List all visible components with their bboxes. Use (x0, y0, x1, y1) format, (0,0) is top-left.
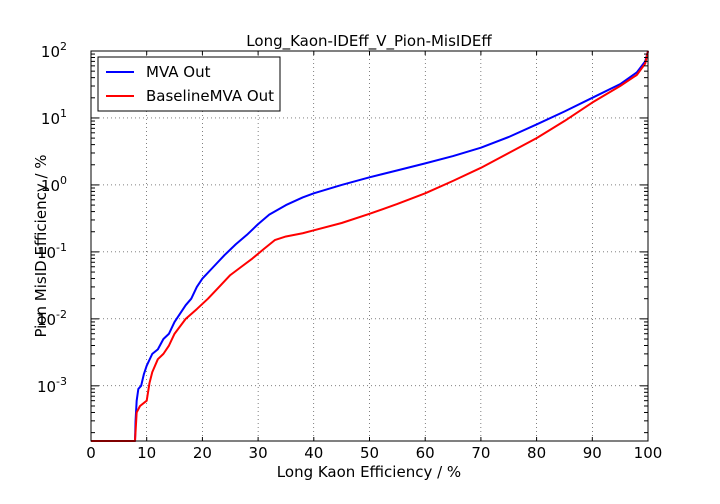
x-tick-label: 50 (360, 444, 379, 462)
x-tick-label: 30 (249, 444, 268, 462)
legend: MVA Out BaselineMVA Out (97, 56, 281, 112)
x-tick-label: 60 (416, 444, 435, 462)
x-tick-label: 40 (304, 444, 323, 462)
y-tick-label: 101 (41, 107, 67, 128)
legend-box (97, 56, 281, 112)
x-tick-label: 70 (471, 444, 490, 462)
x-axis-label: Long Kaon Efficiency / % (277, 463, 461, 481)
series-lines (91, 50, 649, 442)
y-tick-label: 102 (41, 40, 67, 61)
y-tick-label: 10-3 (37, 375, 67, 396)
axis-ticks: 0 10 20 30 40 50 60 70 80 90 100 10-3 10-2 10-1 100 101… (37, 40, 662, 462)
y-tick-label: 100 (41, 174, 67, 195)
x-tick-label: 80 (527, 444, 546, 462)
legend-label-1: BaselineMVA Out (146, 87, 274, 105)
series-line-0 (91, 50, 649, 442)
chart-title: Long_Kaon-IDEff_V_Pion-MisIDEff (246, 32, 492, 51)
y-tick-label: 10-1 (37, 241, 67, 262)
y-axis-label: Pion MisID Efficiency / % (32, 154, 50, 337)
x-tick-label: 20 (193, 444, 212, 462)
x-tick-label: 0 (86, 444, 96, 462)
x-tick-label: 90 (583, 444, 602, 462)
legend-label-0: MVA Out (146, 63, 211, 81)
series-line-1 (91, 50, 649, 442)
x-tick-label: 100 (634, 444, 663, 462)
y-tick-label: 10-2 (37, 308, 67, 329)
x-tick-label: 10 (137, 444, 156, 462)
